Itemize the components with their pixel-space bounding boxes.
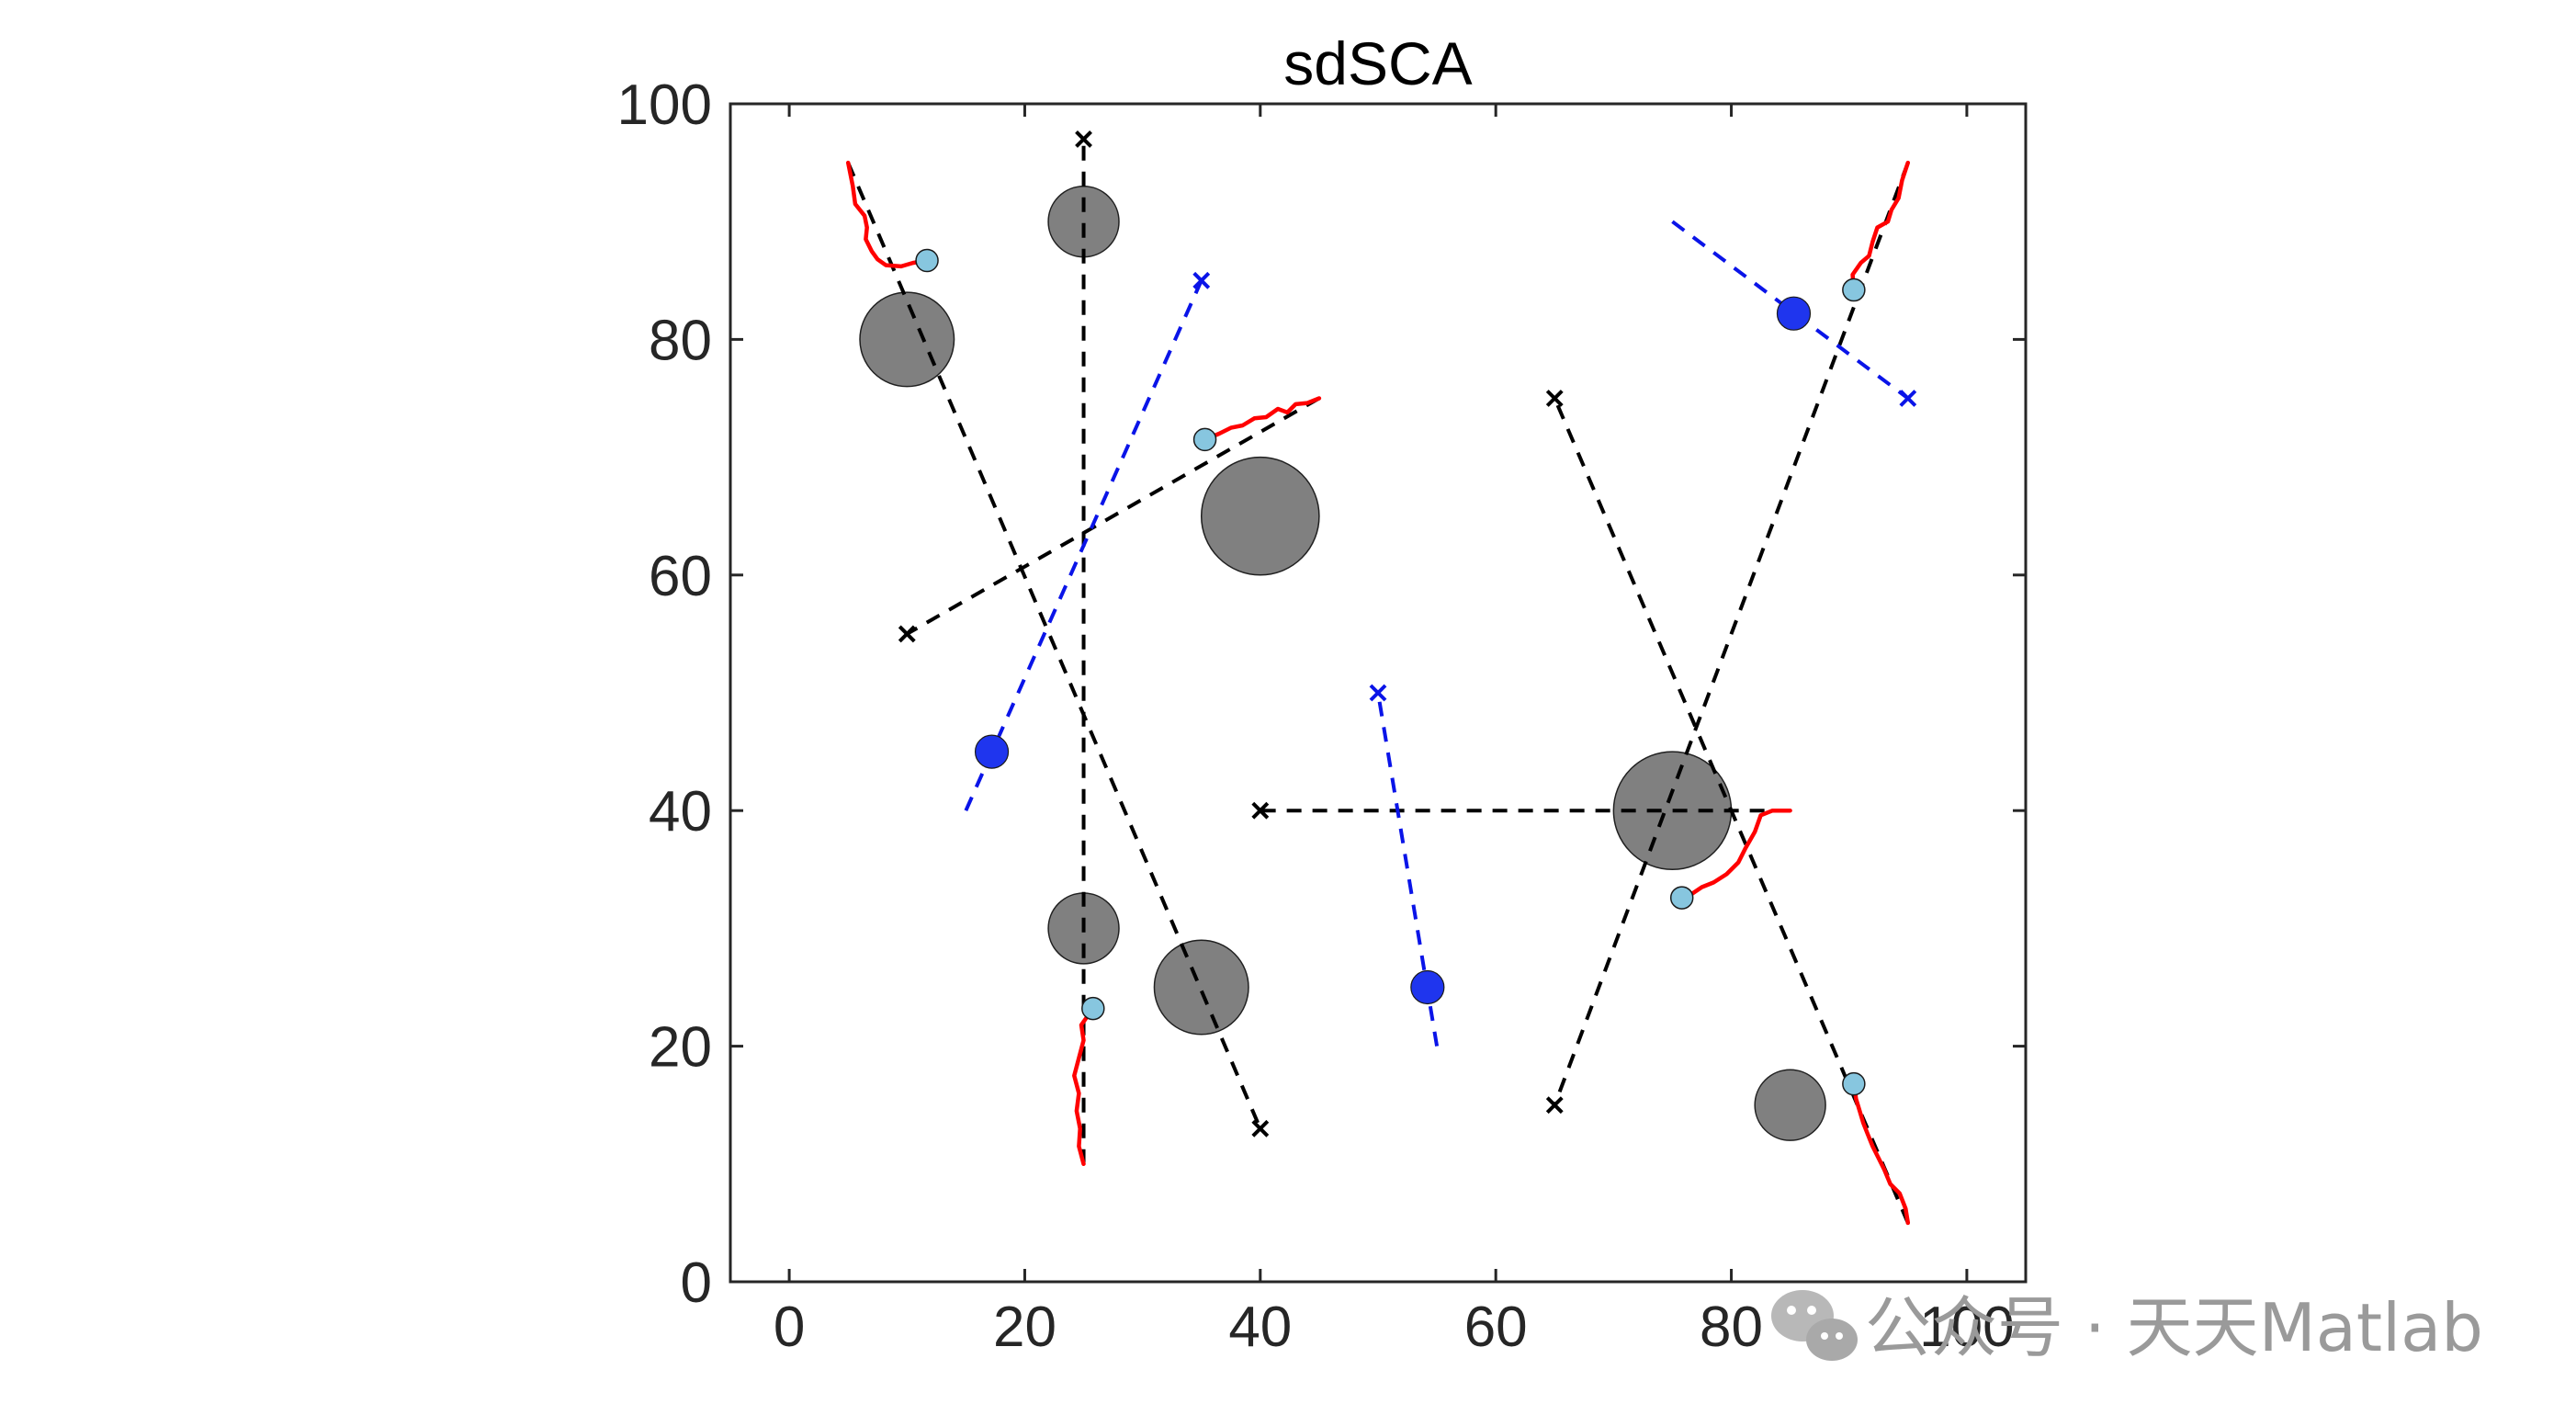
trajectory-4 bbox=[1851, 1081, 1911, 1226]
black-goal-marker-4-stroke-b bbox=[1545, 390, 1564, 407]
trajectory-5 bbox=[1679, 808, 1792, 900]
blue-goal-marker-2 bbox=[1899, 390, 1917, 407]
agent-light-2 bbox=[1192, 427, 1217, 452]
x-tick-label-3: 60 bbox=[1464, 1296, 1528, 1359]
black-goal-marker-0-stroke-b bbox=[1075, 130, 1092, 148]
watermark-text: 公众号 · 天天Matlab bbox=[1865, 1289, 2483, 1366]
y-tick-label-2: 40 bbox=[649, 780, 712, 843]
blue-goal-marker-1 bbox=[1369, 684, 1387, 702]
black-goal-marker-2 bbox=[898, 625, 916, 643]
axes-box bbox=[729, 102, 2028, 1284]
trajectory-2 bbox=[1203, 396, 1322, 442]
obstacle-2 bbox=[1200, 456, 1320, 576]
obstacle-0 bbox=[1047, 185, 1120, 258]
x-tick-label-1: 20 bbox=[993, 1296, 1056, 1359]
axes: 0 20 40 60 80 100 0 20 40 60 80 100 bbox=[617, 74, 2028, 1359]
blue-goal-marker-2-stroke-b bbox=[1899, 390, 1917, 407]
black-goal-marker-5-stroke-b bbox=[1251, 801, 1270, 820]
blue-goal-marker-1-stroke-b bbox=[1369, 684, 1387, 702]
black-route-2 bbox=[906, 396, 1320, 636]
agent-light-0 bbox=[915, 248, 939, 273]
watermark: 公众号 · 天天Matlab bbox=[1771, 1289, 2483, 1366]
obstacle-4 bbox=[1153, 939, 1249, 1036]
chart-title: sdSCA bbox=[1283, 29, 1472, 97]
black-goal-marker-1 bbox=[1251, 1119, 1270, 1138]
x-tick-label-5: 100 bbox=[1919, 1296, 2014, 1359]
agent-blue-1 bbox=[1410, 969, 1445, 1005]
agent-light-4 bbox=[1842, 1071, 1866, 1096]
obstacle-1 bbox=[859, 291, 955, 388]
agent-blue-0 bbox=[974, 734, 1010, 769]
x-tick-label-2: 40 bbox=[1228, 1296, 1292, 1359]
y-tick-label-0: 0 bbox=[681, 1251, 712, 1315]
y-tick-label-5: 100 bbox=[617, 74, 712, 137]
black-goal-marker-2-stroke-b bbox=[898, 625, 916, 643]
wechat-icon bbox=[1771, 1290, 1858, 1361]
x-tick-label-0: 0 bbox=[774, 1296, 805, 1359]
y-tick-label-1: 20 bbox=[649, 1016, 712, 1080]
blue-route-2 bbox=[1671, 220, 1910, 401]
trajectory-0 bbox=[845, 160, 930, 269]
y-tick-label-4: 80 bbox=[649, 309, 712, 372]
obstacle-6 bbox=[1754, 1069, 1826, 1141]
black-route-1 bbox=[846, 162, 1262, 1130]
x-tick-label-4: 80 bbox=[1700, 1296, 1763, 1359]
agent-light-1 bbox=[1081, 996, 1105, 1021]
black-route-3 bbox=[1553, 162, 1910, 1106]
plot-area bbox=[845, 130, 1917, 1226]
black-goal-marker-5 bbox=[1251, 801, 1270, 820]
black-goal-marker-1-stroke-b bbox=[1251, 1119, 1270, 1138]
trajectory-1 bbox=[1072, 1006, 1096, 1167]
blue-goal-marker-0 bbox=[1192, 271, 1211, 289]
black-goal-marker-3 bbox=[1545, 1096, 1564, 1115]
trajectory-3 bbox=[1850, 160, 1911, 292]
agent-light-3 bbox=[1842, 277, 1866, 302]
black-goal-marker-0 bbox=[1075, 130, 1092, 148]
blue-route-0 bbox=[964, 279, 1203, 812]
blue-goal-marker-0-stroke-b bbox=[1192, 271, 1211, 289]
agent-blue-2 bbox=[1776, 296, 1812, 331]
black-goal-marker-4 bbox=[1545, 390, 1564, 407]
black-goal-marker-3-stroke-b bbox=[1545, 1096, 1564, 1115]
agent-light-5 bbox=[1669, 886, 1694, 910]
y-tick-label-3: 60 bbox=[649, 545, 712, 608]
